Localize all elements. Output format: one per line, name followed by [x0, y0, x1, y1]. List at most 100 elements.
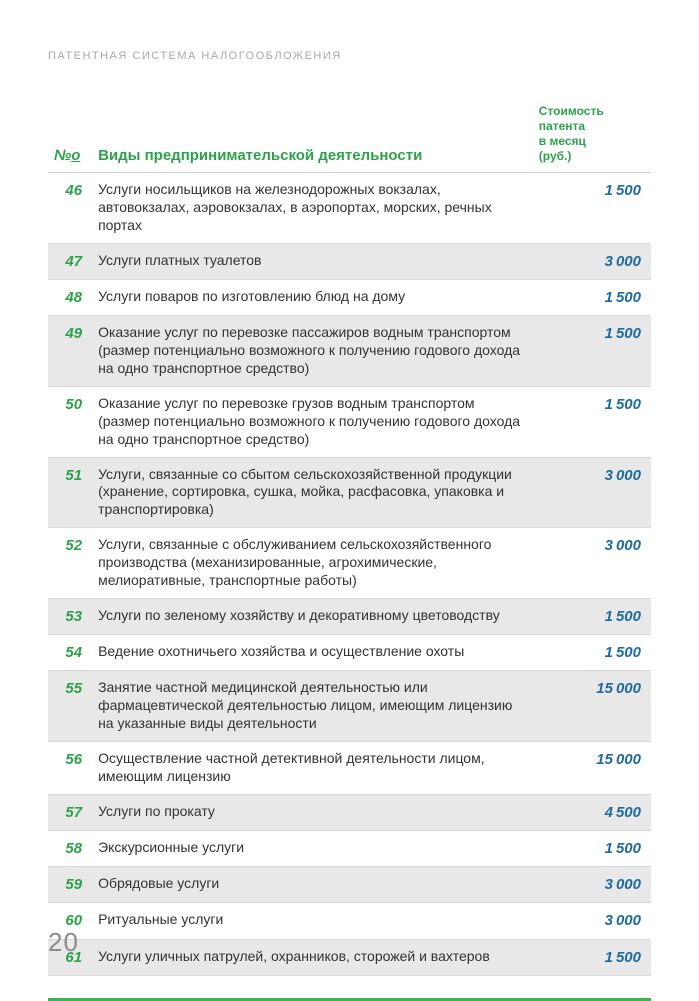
footer-rule-area	[48, 998, 651, 1001]
cell-number: 58	[48, 831, 92, 867]
cost-units: 000	[616, 876, 641, 893]
num-underline: о	[71, 147, 80, 164]
table-row: 60Ритуальные услуги3000	[48, 903, 651, 939]
cell-activity: Занятие частной медицинской деятельность…	[92, 671, 533, 742]
cell-cost: 1500	[533, 173, 651, 244]
cell-cost: 1500	[533, 386, 651, 457]
cost-units: 500	[616, 804, 641, 821]
cost-units: 000	[616, 680, 641, 697]
cost-units: 500	[616, 396, 641, 413]
cell-cost: 3000	[533, 903, 651, 939]
table-row: 49Оказание услуг по перевозке пассажиров…	[48, 316, 651, 387]
table-row: 61Услуги уличных патрулей, охранников, с…	[48, 939, 651, 975]
cell-activity: Оказание услуг по перевозке пассажиров в…	[92, 316, 533, 387]
green-rule	[48, 998, 651, 1001]
cost-h3: в месяц	[539, 134, 586, 148]
cell-activity: Ритуальные услуги	[92, 903, 533, 939]
cost-thousands: 3	[605, 253, 613, 270]
cell-cost: 15000	[533, 742, 651, 795]
cost-units: 000	[616, 467, 641, 484]
cost-thousands: 3	[605, 876, 613, 893]
col-header-number: №о	[48, 98, 92, 173]
cost-thousands: 1	[605, 182, 613, 199]
cell-cost: 3000	[533, 528, 651, 599]
num-symbol: №	[54, 147, 71, 164]
cell-number: 46	[48, 173, 92, 244]
cost-thousands: 15	[596, 680, 613, 697]
cell-cost: 1500	[533, 279, 651, 315]
table-body: 46Услуги носильщиков на железнодорожных …	[48, 173, 651, 976]
cell-number: 47	[48, 243, 92, 279]
section-title: ПАТЕНТНАЯ СИСТЕМА НАЛОГООБЛОЖЕНИЯ	[48, 50, 651, 62]
table-row: 52Услуги, связанные с обслуживанием сель…	[48, 528, 651, 599]
cost-thousands: 1	[605, 644, 613, 661]
cost-units: 500	[616, 644, 641, 661]
cell-number: 56	[48, 742, 92, 795]
cell-activity: Услуги носильщиков на железнодорожных во…	[92, 173, 533, 244]
cell-activity: Ведение охотничьего хозяйства и осуществ…	[92, 635, 533, 671]
cost-h2: патента	[539, 119, 585, 133]
cost-units: 500	[616, 325, 641, 342]
cost-units: 500	[616, 608, 641, 625]
cell-activity: Оказание услуг по перевозке грузов водны…	[92, 386, 533, 457]
cell-number: 55	[48, 671, 92, 742]
table-row: 53Услуги по зеленому хозяйству и декорат…	[48, 598, 651, 634]
cell-activity: Обрядовые услуги	[92, 867, 533, 903]
cell-number: 54	[48, 635, 92, 671]
cell-activity: Услуги уличных патрулей, охранников, сто…	[92, 939, 533, 975]
cell-number: 52	[48, 528, 92, 599]
patent-table-wrap: №о Виды предпринимательской деятельности…	[48, 98, 651, 976]
cost-h4: (руб.)	[539, 149, 572, 163]
cost-units: 000	[616, 912, 641, 929]
cell-activity: Услуги по прокату	[92, 794, 533, 830]
cell-cost: 3000	[533, 867, 651, 903]
table-row: 50Оказание услуг по перевозке грузов вод…	[48, 386, 651, 457]
table-row: 46Услуги носильщиков на железнодорожных …	[48, 173, 651, 244]
col-header-activity: Виды предпринимательской деятельности	[92, 98, 533, 173]
cell-number: 49	[48, 316, 92, 387]
cost-thousands: 3	[605, 467, 613, 484]
cell-activity: Услуги, связанные со сбытом сельскохозяй…	[92, 457, 533, 528]
cell-activity: Услуги, связанные с обслуживанием сельск…	[92, 528, 533, 599]
cost-thousands: 1	[605, 949, 613, 966]
patent-table: №о Виды предпринимательской деятельности…	[48, 98, 651, 976]
table-row: 51Услуги, связанные со сбытом сельскохоз…	[48, 457, 651, 528]
cost-thousands: 3	[605, 912, 613, 929]
cost-units: 500	[616, 182, 641, 199]
cell-activity: Услуги по зеленому хозяйству и декоратив…	[92, 598, 533, 634]
cell-cost: 1500	[533, 831, 651, 867]
col-header-cost: Стоимость патента в месяц (руб.)	[533, 98, 651, 173]
cost-thousands: 15	[596, 751, 613, 768]
cell-activity: Услуги поваров по изготовлению блюд на д…	[92, 279, 533, 315]
cost-units: 500	[616, 949, 641, 966]
cell-activity: Услуги платных туалетов	[92, 243, 533, 279]
cost-units: 000	[616, 751, 641, 768]
table-row: 48Услуги поваров по изготовлению блюд на…	[48, 279, 651, 315]
cell-cost: 1500	[533, 598, 651, 634]
table-header-row: №о Виды предпринимательской деятельности…	[48, 98, 651, 173]
table-row: 58Экскурсионные услуги1500	[48, 831, 651, 867]
cost-units: 500	[616, 289, 641, 306]
table-row: 54Ведение охотничьего хозяйства и осущес…	[48, 635, 651, 671]
cell-number: 51	[48, 457, 92, 528]
cell-activity: Экскурсионные услуги	[92, 831, 533, 867]
cost-thousands: 1	[605, 289, 613, 306]
cell-cost: 3000	[533, 457, 651, 528]
page-number: 20	[48, 927, 79, 958]
cost-thousands: 1	[605, 325, 613, 342]
cost-h1: Стоимость	[539, 104, 604, 118]
cost-units: 500	[616, 840, 641, 857]
cell-number: 48	[48, 279, 92, 315]
cost-thousands: 3	[605, 537, 613, 554]
cell-cost: 4500	[533, 794, 651, 830]
cell-cost: 3000	[533, 243, 651, 279]
cost-units: 000	[616, 537, 641, 554]
cost-thousands: 4	[605, 804, 613, 821]
table-row: 57Услуги по прокату4500	[48, 794, 651, 830]
cell-cost: 15000	[533, 671, 651, 742]
cell-cost: 1500	[533, 316, 651, 387]
cell-cost: 1500	[533, 939, 651, 975]
cell-number: 53	[48, 598, 92, 634]
table-row: 47Услуги платных туалетов3000	[48, 243, 651, 279]
cost-units: 000	[616, 253, 641, 270]
